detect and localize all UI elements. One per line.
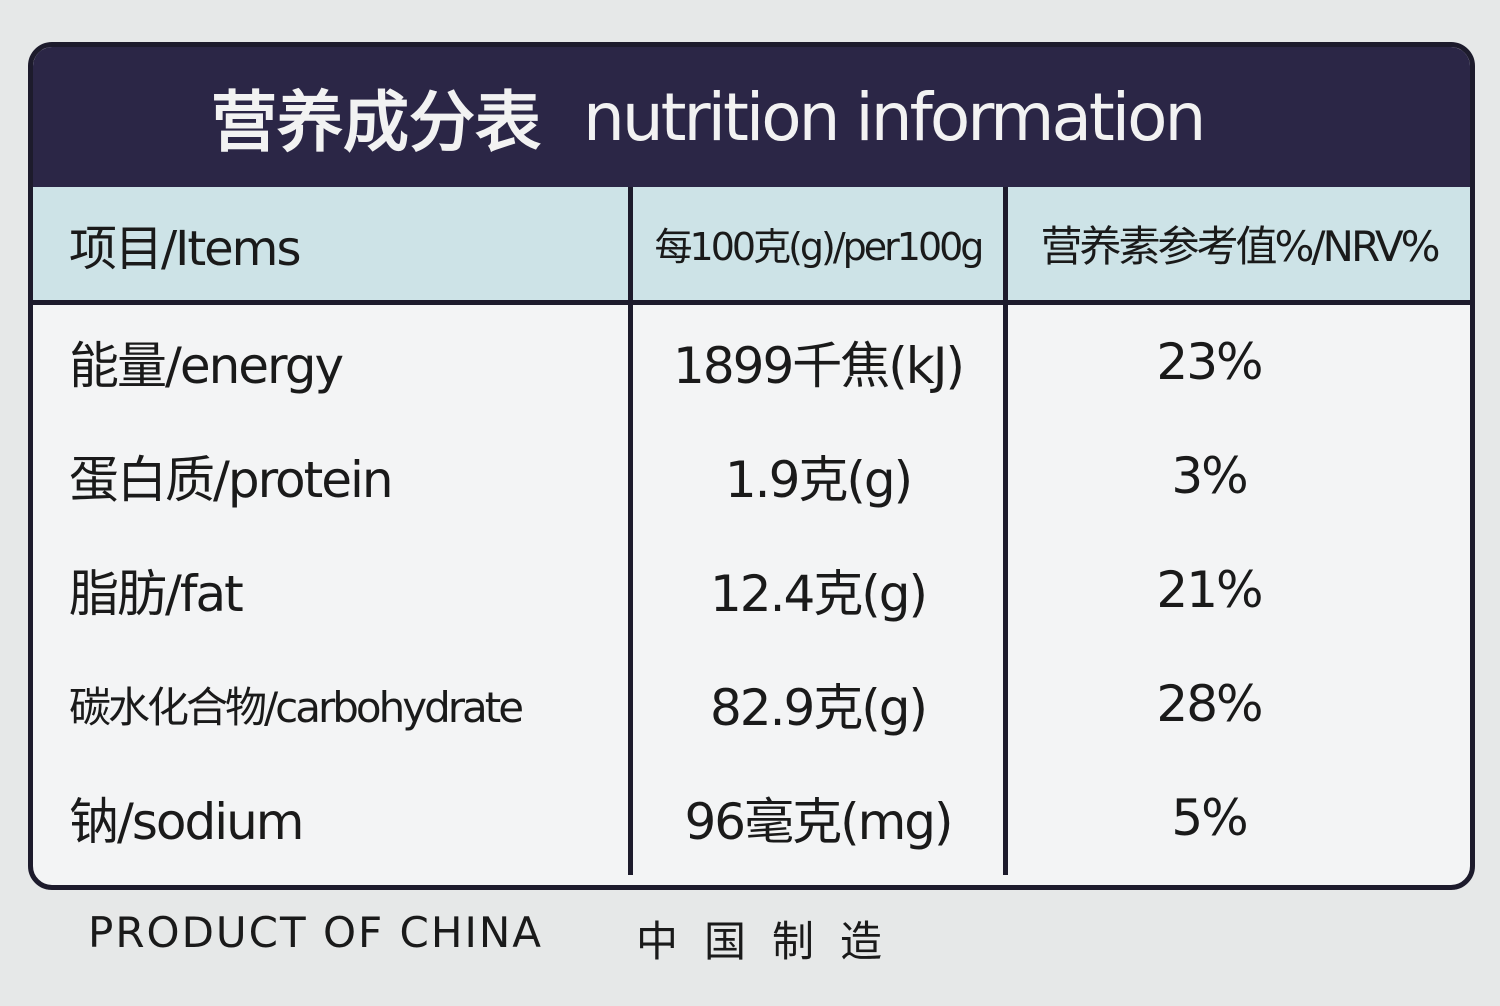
title-en: nutrition information <box>583 78 1206 156</box>
nutrition-table: 项目/Items 每100克(g)/per100g 营养素参考值%/NRV% 能量/e… <box>33 187 1470 875</box>
nutrition-panel: 营养成分表 nutrition information 项目/Items 每100… <box>28 42 1475 890</box>
table-cell: 28% <box>1003 647 1470 761</box>
title-bar: 营养成分表 nutrition information <box>33 47 1470 187</box>
origin-en: PRODUCT OF CHINA <box>88 908 543 957</box>
table-cell: 82.9克(g) <box>628 647 1003 761</box>
table-cell: 能量/energy <box>69 337 344 395</box>
table-cell: 3% <box>1003 419 1470 533</box>
table-cell: 23% <box>1003 305 1470 419</box>
header-cell: 营养素参考值%/NRV% <box>1003 187 1470 305</box>
table-cell: 12.4克(g) <box>628 533 1003 647</box>
table-cell: 脂肪/fat <box>69 565 244 623</box>
table-cell: 21% <box>1003 533 1470 647</box>
table-cell: 96毫克(mg) <box>628 761 1003 875</box>
table-cell: 钠/sodium <box>69 793 305 851</box>
table-cell: 1899千焦(kJ) <box>628 305 1003 419</box>
table-cell: 碳水化合物/carbohydrate <box>69 682 524 732</box>
title-zh: 营养成分表 <box>211 84 541 161</box>
header-cell: 每100克(g)/per100g <box>628 187 1003 305</box>
origin-zh: 中国制造 <box>636 917 909 966</box>
table-cell: 5% <box>1003 761 1470 875</box>
table-cell: 蛋白质/protein <box>69 451 394 509</box>
table-cell: 1.9克(g) <box>628 419 1003 533</box>
header-cell: 项目/Items <box>33 187 628 305</box>
